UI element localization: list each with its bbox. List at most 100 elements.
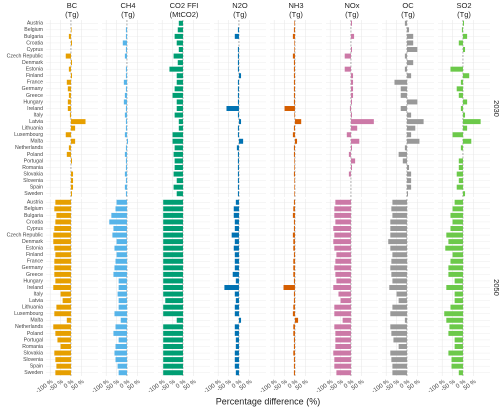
x-tick-label: 0 % (63, 379, 75, 390)
x-tick-label: 50 % (239, 379, 254, 392)
bar (390, 265, 407, 271)
bar (462, 125, 468, 131)
bar (238, 138, 244, 144)
country-label: Slovakia (23, 350, 43, 356)
bar (54, 258, 71, 264)
bar (391, 206, 407, 212)
country-label: Sweden (24, 370, 43, 376)
bar (462, 73, 470, 79)
bar (109, 219, 127, 225)
bar (237, 99, 239, 105)
bar (234, 219, 239, 225)
bar (350, 165, 352, 170)
column-header: N2O (232, 1, 248, 10)
bar (125, 158, 127, 164)
bar (460, 145, 463, 151)
bar (448, 350, 463, 356)
bar (70, 73, 72, 79)
country-label: Belgium (24, 206, 43, 212)
bar (404, 66, 407, 72)
bar (56, 363, 71, 369)
column-header: NH3 (288, 1, 303, 10)
bar (340, 298, 351, 304)
bar (334, 363, 351, 369)
bar (458, 158, 463, 164)
bar (454, 344, 463, 349)
bar (178, 119, 183, 125)
bar (237, 191, 239, 197)
bar (452, 252, 463, 258)
bar (334, 206, 351, 212)
bar (293, 258, 295, 264)
column-unit: (Tg) (345, 10, 359, 19)
bar (118, 285, 127, 290)
bar (333, 350, 351, 356)
bar (458, 165, 463, 170)
bar (449, 324, 463, 330)
bar (458, 370, 463, 376)
bar (234, 311, 239, 317)
bar (124, 53, 127, 59)
bar (350, 92, 354, 98)
bar (335, 344, 351, 349)
bar (294, 184, 295, 190)
bar (389, 285, 407, 290)
x-tick-label: 0 % (399, 379, 411, 390)
bar (293, 350, 295, 356)
bar (118, 304, 127, 310)
bar (125, 33, 127, 39)
bar (237, 27, 239, 33)
bar (350, 33, 355, 39)
country-label: Latvia (29, 298, 43, 304)
bar (398, 298, 407, 304)
bar (70, 184, 74, 190)
country-label: Croatia (26, 219, 43, 225)
bar (125, 73, 127, 79)
bar (350, 145, 352, 151)
bar (67, 99, 71, 105)
bar (234, 363, 239, 369)
bar (172, 132, 183, 138)
bar (178, 20, 183, 26)
bar (124, 92, 127, 98)
country-label: Italy (33, 112, 43, 118)
row-strip-label: 2050 (492, 279, 500, 296)
bar (60, 291, 71, 297)
bar (174, 33, 183, 39)
bar (234, 291, 239, 297)
country-label: Malta (30, 139, 43, 145)
country-label: Greece (26, 93, 43, 99)
bar (293, 363, 295, 369)
bar (238, 119, 242, 125)
bar (293, 291, 295, 297)
bar (120, 317, 127, 323)
column-unit: (Tg) (233, 10, 247, 19)
bar (293, 265, 295, 271)
x-tick-label: 0 % (175, 379, 187, 390)
bar (336, 278, 351, 284)
bar (284, 106, 295, 111)
country-label: Luxembourg (14, 311, 43, 317)
country-label: Hungary (23, 278, 43, 284)
country-label: Netherlands (15, 145, 43, 151)
bar (462, 191, 466, 197)
bar (451, 363, 463, 369)
bar (176, 40, 183, 46)
country-label: Luxembourg (14, 132, 43, 138)
bar (338, 291, 351, 297)
bar (390, 324, 407, 330)
bar (70, 40, 72, 46)
bar (294, 165, 295, 170)
bar (163, 344, 183, 349)
bar (163, 265, 183, 271)
country-label: Croatia (26, 40, 43, 46)
x-axis-title: Percentage difference (%) (216, 396, 320, 406)
bar (163, 337, 183, 343)
bar (174, 158, 183, 164)
bar (458, 40, 463, 46)
bar (452, 219, 463, 225)
bar (292, 311, 295, 317)
bar (293, 344, 295, 349)
bar (163, 232, 183, 238)
bar (293, 278, 295, 284)
